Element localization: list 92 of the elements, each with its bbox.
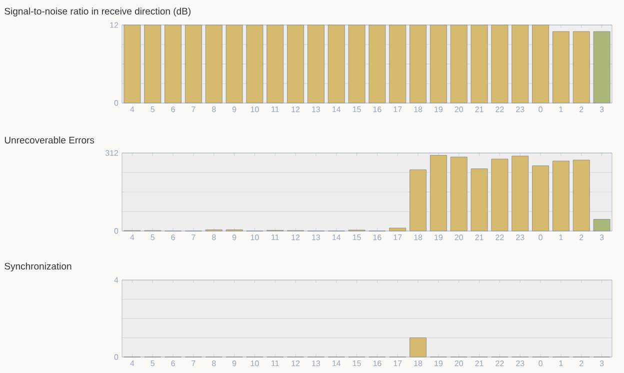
x-tick-label: 19 bbox=[434, 106, 443, 112]
bar bbox=[389, 228, 406, 232]
x-tick-label: 10 bbox=[250, 234, 259, 240]
x-tick-label: 6 bbox=[171, 360, 175, 366]
y-tick-label: 0 bbox=[114, 100, 118, 106]
x-tick-label: 22 bbox=[496, 234, 504, 240]
x-tick-label: 21 bbox=[475, 360, 484, 366]
text: Synchronization bbox=[4, 262, 72, 272]
x-tick-label: 19 bbox=[434, 234, 443, 240]
y-tick-label: 312 bbox=[105, 150, 118, 156]
x-tick-label: 10 bbox=[250, 106, 259, 112]
x-tick-label: 5 bbox=[150, 234, 155, 240]
x-tick-label: 2 bbox=[580, 234, 584, 240]
y-tick-label: 4 bbox=[114, 277, 118, 283]
x-tick-label: 6 bbox=[171, 234, 175, 240]
x-tick-label: 1 bbox=[559, 234, 563, 240]
y-tick-label: 12 bbox=[110, 22, 118, 28]
x-tick-label: 1 bbox=[559, 360, 563, 366]
x-tick-label: 11 bbox=[272, 234, 279, 240]
x-tick-label: 16 bbox=[373, 106, 382, 112]
x-tick-label: 9 bbox=[232, 234, 236, 240]
x-tick-label: 8 bbox=[212, 360, 216, 366]
x-tick-label: 11 bbox=[272, 106, 279, 112]
x-tick-label: 12 bbox=[292, 106, 300, 112]
bar bbox=[512, 156, 529, 232]
x-tick-label: 2 bbox=[580, 360, 584, 366]
x-tick-label: 22 bbox=[496, 106, 504, 112]
x-tick-label: 20 bbox=[454, 106, 464, 112]
x-tick-label: 5 bbox=[150, 106, 155, 112]
x-tick-label: 9 bbox=[232, 106, 236, 112]
x-tick-label: 20 bbox=[454, 234, 464, 240]
x-tick-label: 6 bbox=[171, 106, 175, 112]
x-tick-label: 14 bbox=[332, 360, 341, 366]
x-tick-label: 5 bbox=[150, 360, 155, 366]
x-tick-label: 4 bbox=[130, 360, 134, 366]
x-tick-label: 13 bbox=[312, 234, 320, 240]
bar bbox=[532, 166, 549, 232]
x-tick-label: 11 bbox=[272, 360, 279, 366]
x-tick-label: 18 bbox=[414, 106, 422, 112]
x-tick-label: 23 bbox=[516, 234, 524, 240]
x-tick-label: 16 bbox=[373, 360, 382, 366]
x-tick-label: 17 bbox=[394, 234, 402, 240]
chart-title: Unrecoverable Errors bbox=[4, 136, 94, 144]
x-tick-label: 20 bbox=[454, 360, 464, 366]
x-tick-label: 13 bbox=[312, 106, 320, 112]
x-tick-label: 8 bbox=[212, 234, 216, 240]
x-tick-label: 9 bbox=[232, 360, 236, 366]
x-tick-label: 12 bbox=[292, 234, 300, 240]
x-tick-label: 4 bbox=[130, 234, 134, 240]
x-tick-label: 2 bbox=[580, 106, 584, 112]
x-tick-label: 18 bbox=[414, 360, 422, 366]
x-tick-label: 22 bbox=[496, 360, 504, 366]
x-tick-label: 19 bbox=[434, 360, 443, 366]
bar bbox=[450, 156, 468, 232]
chart-title: Signal-to-noise ratio in receive direction (dB) bbox=[4, 8, 190, 16]
x-tick-label: 23 bbox=[516, 360, 524, 366]
bar bbox=[491, 158, 508, 232]
x-tick-label: 0 bbox=[538, 360, 542, 366]
x-tick-label: 8 bbox=[212, 106, 216, 112]
y-tick-label: 0 bbox=[114, 228, 118, 234]
x-tick-label: 14 bbox=[332, 106, 341, 112]
x-tick-label: 13 bbox=[312, 360, 320, 366]
x-tick-label: 0 bbox=[538, 106, 542, 112]
x-tick-label: 4 bbox=[130, 106, 134, 112]
x-tick-label: 7 bbox=[192, 360, 196, 366]
x-tick-label: 1 bbox=[559, 106, 563, 112]
x-tick-label: 17 bbox=[394, 360, 402, 366]
x-tick-label: 15 bbox=[352, 106, 361, 112]
y-tick-label: 0 bbox=[114, 354, 118, 360]
x-tick-label: 17 bbox=[394, 106, 402, 112]
x-tick-label: 14 bbox=[332, 234, 341, 240]
bar bbox=[470, 168, 488, 232]
x-tick-label: 21 bbox=[475, 234, 484, 240]
x-tick-label: 7 bbox=[192, 106, 196, 112]
x-tick-label: 12 bbox=[292, 360, 300, 366]
x-tick-label: 21 bbox=[475, 106, 484, 112]
bar bbox=[572, 160, 590, 232]
bar bbox=[430, 155, 447, 232]
bar bbox=[410, 170, 426, 232]
bar bbox=[593, 219, 610, 232]
x-tick-label: 7 bbox=[192, 234, 196, 240]
x-tick-label: 0 bbox=[538, 234, 542, 240]
x-tick-label: 15 bbox=[352, 234, 361, 240]
bar bbox=[552, 160, 570, 232]
x-tick-label: 3 bbox=[600, 360, 604, 366]
x-tick-label: 15 bbox=[352, 360, 361, 366]
x-tick-label: 23 bbox=[516, 106, 524, 112]
x-tick-label: 3 bbox=[600, 106, 604, 112]
x-tick-label: 16 bbox=[373, 234, 382, 240]
x-tick-label: 18 bbox=[414, 234, 422, 240]
x-tick-label: 3 bbox=[600, 234, 604, 240]
x-tick-label: 10 bbox=[250, 360, 259, 366]
